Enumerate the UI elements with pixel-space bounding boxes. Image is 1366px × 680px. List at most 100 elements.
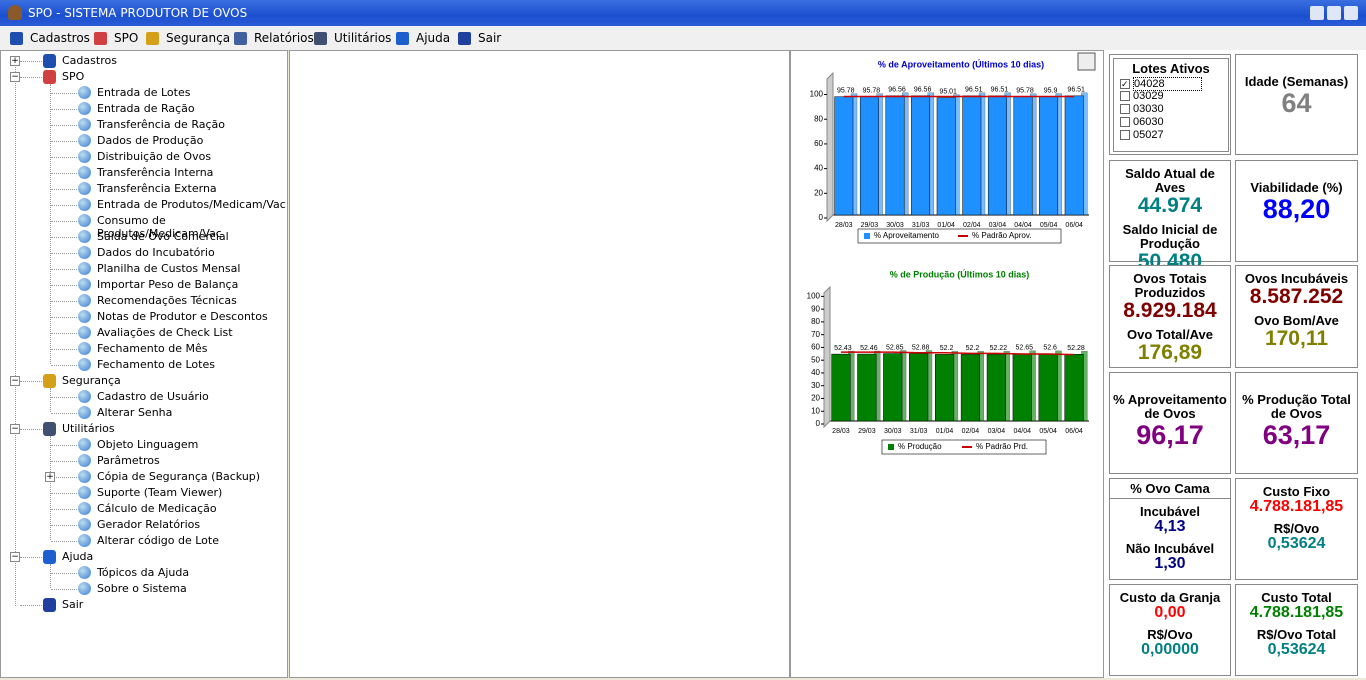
card-label: Viabilidade (%) (1250, 180, 1343, 195)
tree-line (51, 93, 77, 94)
menu-item[interactable]: Ajuda (416, 31, 451, 45)
tree-item[interactable]: Segurança (62, 374, 121, 387)
tree-item[interactable]: Sair (62, 598, 84, 611)
x-tick-label: 01/04 (937, 222, 955, 229)
x-tick-label: 01/04 (936, 428, 954, 435)
indicator-card: Ovos Incubáveis 8.587.252 Ovo Bom/Ave 170,1… (1235, 265, 1358, 368)
bar (986, 354, 1006, 422)
checkbox[interactable] (1120, 117, 1130, 127)
menu-item[interactable]: Segurança (166, 31, 231, 45)
checkbox[interactable]: ✓ (1120, 79, 1130, 89)
tree-item[interactable]: Avaliações de Check List (97, 326, 233, 339)
menu-item[interactable]: SPO (114, 31, 139, 45)
card-label: Custo Fixo (1262, 484, 1331, 499)
y-tick-label: 70 (811, 330, 820, 339)
tree-item[interactable]: Fechamento de Lotes (97, 358, 215, 371)
tree-line (51, 461, 77, 462)
menu-item[interactable]: Utilitários (334, 31, 392, 45)
tree-item[interactable]: Fechamento de Mês (97, 342, 208, 355)
y-tick-label: 100 (807, 291, 821, 300)
expand-box[interactable]: + (10, 56, 20, 66)
expand-box[interactable]: − (10, 552, 20, 562)
checkbox[interactable] (1120, 130, 1130, 140)
menu-item[interactable]: Cadastros (30, 31, 90, 45)
tree-item[interactable]: Cálculo de Medicação (97, 502, 217, 515)
tree-item[interactable]: Alterar Senha (97, 406, 173, 419)
bar (1064, 354, 1084, 422)
tree-item[interactable]: Transferência de Ração (97, 118, 225, 131)
tree-item[interactable]: Suporte (Team Viewer) (97, 486, 223, 499)
value-label: 52.88 (912, 344, 930, 351)
tree-line (51, 189, 77, 190)
tree-item[interactable]: Distribuição de Ovos (97, 150, 212, 163)
menu-icon (314, 32, 327, 45)
menu-item[interactable]: Relatórios (254, 31, 314, 45)
y-tick-label: 0 (819, 213, 824, 222)
tree-item[interactable]: Alterar código de Lote (97, 534, 219, 547)
tree-line (20, 77, 42, 78)
card-label: Incubável (1140, 504, 1200, 519)
tree-item[interactable]: Entrada de Produtos/Medicam/Vac (97, 198, 286, 211)
tree-item[interactable]: SPO (62, 70, 85, 83)
maximize-button[interactable] (1327, 6, 1341, 20)
y-tick-label: 60 (814, 139, 823, 148)
legend-label: % Padrão Prd. (976, 442, 1028, 451)
tree-item[interactable]: Objeto Linguagem (97, 438, 199, 451)
menu-item[interactable]: Sair (478, 31, 502, 45)
tree-item[interactable]: Importar Peso de Balança (97, 278, 239, 291)
tree-item[interactable]: Transferência Interna (97, 166, 214, 179)
lote-code[interactable]: 03030 (1133, 103, 1164, 115)
y-tick-label: 0 (816, 419, 821, 428)
tree-item[interactable]: Recomendações Técnicas (97, 294, 237, 307)
value-label: 96.56 (888, 87, 906, 94)
card-value: 1,30 (1154, 554, 1186, 572)
tree-item[interactable]: Entrada de Lotes (97, 86, 191, 99)
expand-box[interactable]: − (10, 72, 20, 82)
expand-box[interactable]: + (45, 472, 55, 482)
close-button[interactable] (1344, 6, 1358, 20)
expand-box[interactable]: − (10, 376, 20, 386)
tree-item[interactable]: Dados de Produção (97, 134, 204, 147)
y-tick-label: 40 (811, 368, 820, 377)
tree-item[interactable]: Cópia de Segurança (Backup) (97, 470, 261, 483)
tree-item[interactable]: Cadastro de Usuário (97, 390, 209, 403)
x-tick-label: 03/04 (989, 222, 1007, 229)
tree-item[interactable]: Dados do Incubatório (97, 246, 215, 259)
tree-item[interactable]: Utilitários (62, 422, 115, 435)
tree-item[interactable]: Gerador Relatórios (97, 518, 201, 531)
card-value: 8.929.184 (1123, 299, 1217, 322)
lote-code[interactable]: 03029 (1133, 90, 1164, 102)
x-tick-label: 05/04 (1039, 428, 1057, 435)
tree-line (51, 253, 77, 254)
tree-icon (78, 102, 91, 115)
tree-item[interactable]: Transferência Externa (97, 182, 217, 195)
expand-box[interactable]: − (10, 424, 20, 434)
bar (857, 353, 877, 422)
card-value: 64 (1281, 88, 1312, 118)
lote-code[interactable]: 04028 (1133, 77, 1202, 91)
tree-item[interactable]: Saída de Ovo Comercial (97, 230, 229, 243)
tree-item[interactable]: Notas de Produtor e Descontos (97, 310, 268, 323)
value-label: 95.01 (939, 89, 957, 96)
bar (1038, 353, 1058, 422)
indicator-card: Custo Fixo 4.788.181,85 R$/Ovo 0,53624 (1235, 478, 1358, 580)
lote-code[interactable]: 05027 (1133, 129, 1164, 141)
tree-item[interactable]: Ajuda (62, 550, 94, 563)
tree-item[interactable]: Consumo de Produtos/Medicam/Vac (97, 214, 222, 240)
minimize-button[interactable] (1310, 6, 1324, 20)
checkbox[interactable] (1120, 91, 1130, 101)
tree-icon (78, 134, 91, 147)
x-tick-label: 28/03 (832, 428, 850, 435)
tree-item[interactable]: Cadastros (62, 54, 117, 67)
lote-code[interactable]: 06030 (1133, 116, 1164, 128)
tree-icon (78, 278, 91, 291)
window-title: SPO - SISTEMA PRODUTOR DE OVOS (28, 6, 248, 20)
checkbox[interactable] (1120, 104, 1130, 114)
tree-item[interactable]: Parâmetros (97, 454, 160, 467)
tree-item[interactable]: Entrada de Ração (97, 102, 195, 115)
tree-item[interactable]: Sobre o Sistema (97, 582, 187, 595)
indicator-card: % Ovo Cama Incubável 4,13 Não Incubável 1,30 (1109, 478, 1231, 580)
tree-item[interactable]: Tópicos da Ajuda (97, 566, 190, 579)
tree-item[interactable]: Planilha de Custos Mensal (97, 262, 241, 275)
tree-line (51, 221, 77, 222)
